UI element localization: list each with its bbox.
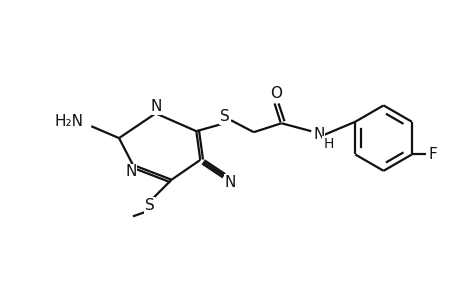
Text: N: N: [224, 175, 235, 190]
Text: S: S: [220, 109, 230, 124]
Text: N: N: [313, 127, 324, 142]
Text: S: S: [145, 198, 154, 213]
Text: H: H: [322, 137, 333, 151]
Text: O: O: [270, 86, 282, 101]
Text: N: N: [150, 99, 161, 114]
Text: N: N: [125, 164, 136, 179]
Text: H₂N: H₂N: [54, 114, 83, 129]
Text: F: F: [427, 147, 436, 162]
